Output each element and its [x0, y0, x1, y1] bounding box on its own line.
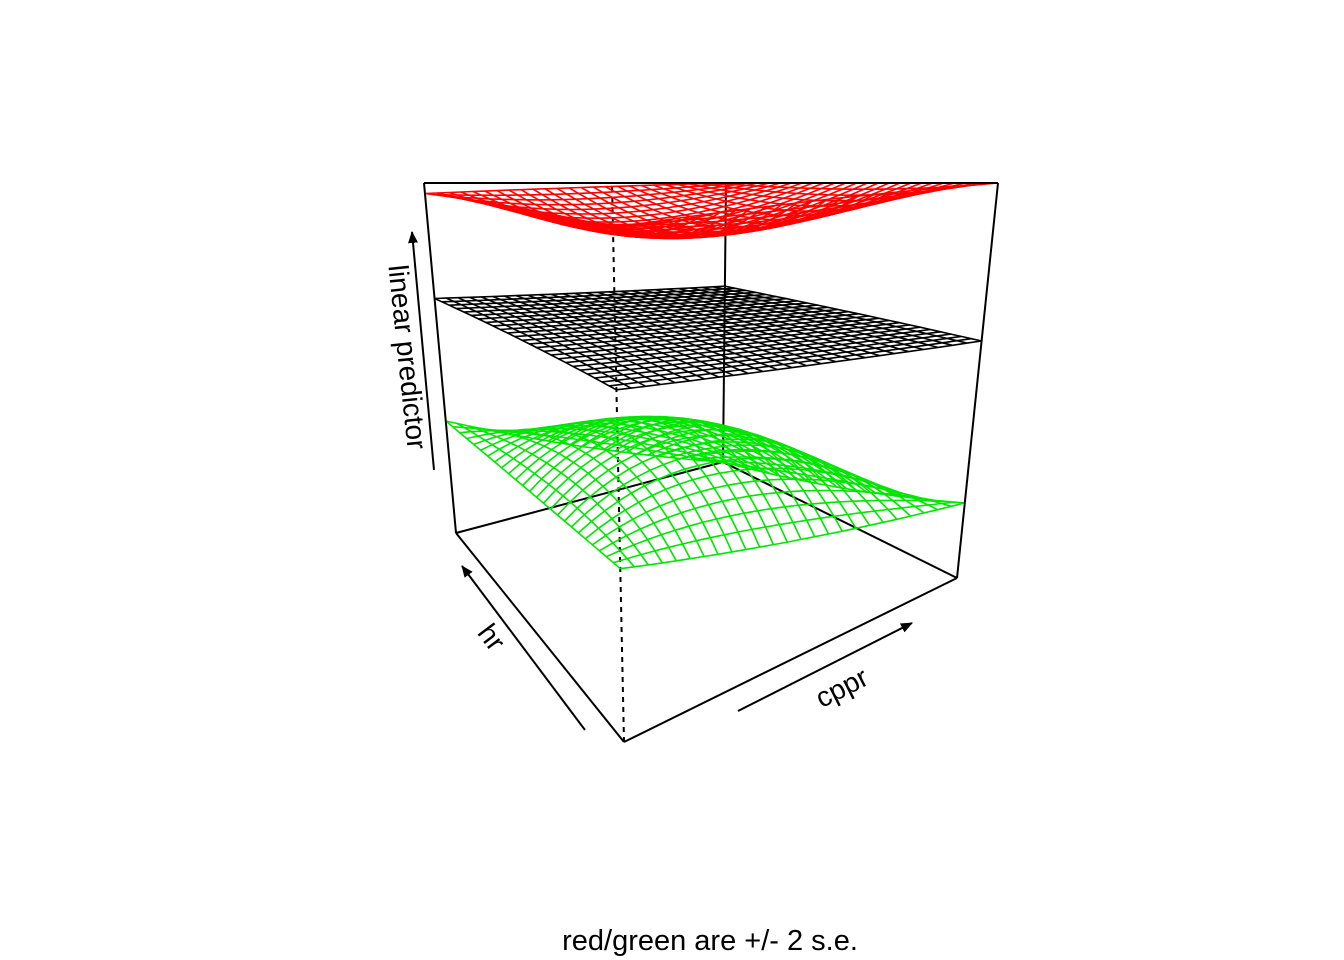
surface-fit-gridline-y: [601, 335, 962, 383]
surface-fit-gridline-y: [529, 313, 859, 345]
surface-lower-gridline-y: [452, 426, 733, 466]
surface-fit-gridline-y: [609, 337, 972, 387]
surface-fit: [434, 285, 982, 391]
surface-fit-gridline-y: [514, 308, 839, 338]
surfaces: [424, 182, 999, 570]
surface-fit-gridline-y: [507, 306, 828, 334]
surface-fit-gridline-y: [522, 310, 849, 342]
surface-upper-gridline-y: [424, 182, 727, 195]
surface-lower-gridline-x: [445, 420, 621, 570]
surface-fit-gridline-y: [558, 321, 900, 360]
surface-fit-gridline-y: [551, 319, 890, 356]
surface-lower-gridline-y: [598, 489, 936, 552]
x-axis-arrow: [737, 622, 913, 712]
surface-upper: [424, 182, 999, 240]
box-edge-bottom-left: [455, 532, 625, 743]
surface-upper-gridline-y: [432, 182, 737, 197]
surface-fit-gridline-y: [616, 340, 982, 391]
surface-lower-gridline-y: [613, 501, 955, 564]
surface-fit-gridline-y: [536, 315, 869, 349]
surface-lower-gridline-y: [445, 420, 724, 463]
z-axis-label: linear predictor: [382, 263, 432, 450]
surface-fit-gridline-y: [449, 289, 746, 306]
surface-upper-gridline-y: [492, 182, 825, 230]
surface-fit-gridline-y: [441, 287, 736, 303]
box-edge-back-bottom-right: [722, 461, 958, 579]
surface-upper-gridline-y: [477, 182, 803, 223]
surface-upper-gridline-y: [455, 182, 770, 211]
surface-lower: [445, 415, 965, 570]
surface-fit-gridline-y: [463, 293, 767, 313]
surface-fit-gridline-y: [565, 324, 911, 364]
box-front-edges: [423, 182, 999, 743]
surface-lower-gridline-y: [459, 429, 743, 468]
surface-lower-gridline-y: [494, 417, 790, 479]
surface-fit-gridline-y: [485, 300, 798, 324]
surface-lower-gridline-x: [456, 422, 635, 568]
surface-fit-gridline-y: [500, 304, 818, 331]
surface-fit-gridline-y: [492, 302, 808, 327]
surface-fit-gridline-y: [587, 331, 941, 375]
surface-fit-gridline-y: [580, 328, 931, 371]
surface-upper-gridline-y: [462, 182, 781, 215]
y-axis-arrow: [461, 565, 586, 731]
surface-upper-gridline-y: [447, 182, 759, 206]
surface-lower-gridline-y: [487, 419, 781, 477]
surface-lower-gridline-y: [605, 499, 945, 558]
chart-caption: red/green are +/- 2 s.e.: [562, 925, 858, 957]
box-edge-hidden-vertical: [611, 182, 625, 743]
surface-upper-gridline-y: [485, 182, 814, 227]
surface-fit-gridline-y: [543, 317, 880, 353]
surface-fit-gridline-y: [434, 285, 725, 300]
box-edge-left-vertical: [423, 182, 457, 534]
surface-lower-gridline-y: [620, 502, 965, 570]
box-edge-bottom-right: [623, 577, 958, 743]
surface-lower-gridline-y: [515, 415, 819, 485]
surface-lower-gridline-y: [480, 422, 771, 475]
surface-lower-gridline-y: [563, 441, 887, 522]
surface-fit-gridline-y: [594, 333, 952, 379]
surface-upper-gridline-y: [440, 182, 748, 201]
surface-fit-gridline-y: [456, 291, 756, 310]
surface-fit-gridline-y: [572, 326, 921, 368]
z-axis-arrow: [408, 231, 435, 471]
surface-lower-gridline-y: [536, 420, 848, 498]
box-edge-right-vertical: [956, 182, 999, 579]
surface-fit-gridline-y: [478, 297, 787, 320]
surface-lower-gridline-y: [508, 415, 809, 483]
surface-upper-gridline-y: [470, 182, 792, 220]
surface-lower-gridline-y: [549, 428, 867, 510]
surface-fit-gridline-y: [471, 295, 777, 317]
axis-arrows: [408, 231, 913, 731]
